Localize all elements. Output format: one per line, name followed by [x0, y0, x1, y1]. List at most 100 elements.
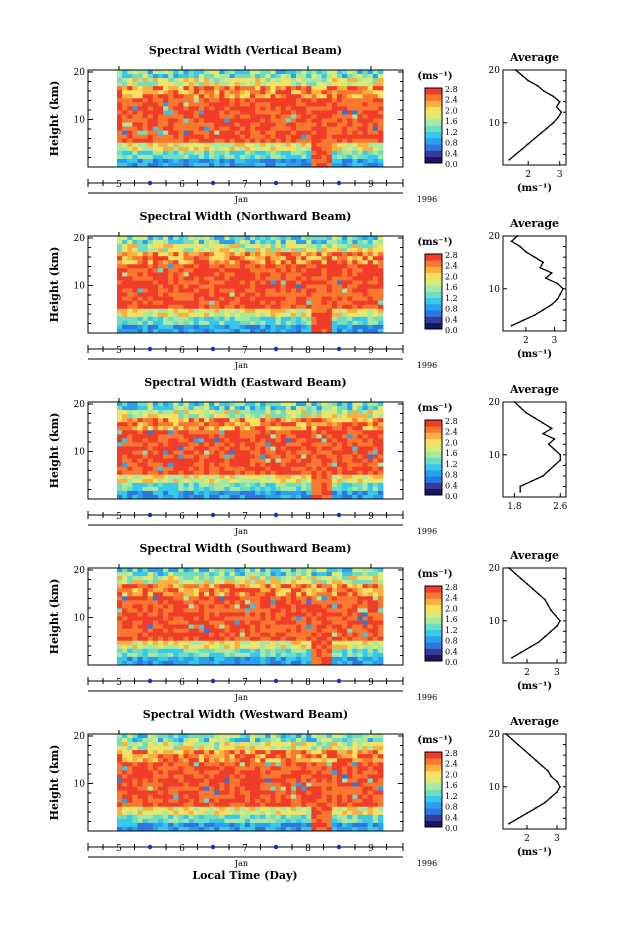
heatmap-cell — [117, 580, 123, 585]
heatmap-cell — [265, 102, 271, 107]
heatmap-cell — [326, 418, 333, 423]
heatmap-cell — [367, 446, 374, 451]
heatmap-cell — [193, 256, 200, 261]
heatmap-cell — [147, 462, 154, 468]
heatmap-cell — [275, 154, 282, 160]
heatmap-cell — [157, 572, 164, 577]
heatmap-cell — [357, 328, 363, 334]
heatmap-cell — [168, 458, 174, 464]
heatmap-cell — [255, 102, 261, 107]
heatmap-cell — [209, 268, 215, 273]
heatmap-cell — [137, 252, 143, 257]
heatmap-cell — [163, 474, 169, 480]
heatmap-cell — [229, 114, 236, 119]
heatmap-cell — [265, 450, 271, 455]
heatmap-cell — [290, 102, 297, 107]
heatmap-cell — [290, 272, 297, 277]
heatmap-cell — [255, 324, 261, 330]
heatmap-cell — [306, 142, 312, 148]
heatmap-cell — [214, 320, 220, 326]
heatmap-cell — [168, 438, 174, 443]
heatmap-cell — [290, 608, 297, 613]
heatmap-cell — [178, 446, 184, 451]
heatmap-cell — [357, 240, 363, 245]
colorbar-swatch — [425, 426, 442, 433]
heatmap-cell — [342, 422, 348, 427]
heatmap-cell — [132, 450, 138, 455]
heatmap-cell — [219, 244, 225, 249]
heatmap-cell — [168, 90, 174, 95]
heatmap-cell — [117, 596, 123, 601]
heatmap-cell — [168, 94, 174, 99]
heatmap-cell — [183, 454, 190, 459]
heatmap-cell — [234, 130, 241, 136]
heatmap-cell — [336, 414, 343, 419]
heatmap-cell — [214, 316, 220, 322]
heatmap-cell — [265, 276, 271, 281]
heatmap-cell — [117, 304, 123, 310]
heatmap-cell — [168, 628, 174, 634]
heatmap-cell — [326, 86, 333, 91]
profile-point — [519, 245, 522, 248]
heatmap-cell — [352, 466, 358, 472]
heatmap-cell — [280, 596, 287, 601]
heatmap-cell — [183, 288, 190, 293]
heatmap-cell — [137, 410, 143, 415]
panel-title: Spectral Width (Northward Beam) — [140, 210, 352, 223]
heatmap-cell — [321, 142, 328, 148]
heatmap-cell — [209, 90, 215, 95]
heatmap-cell — [372, 162, 379, 168]
heatmap-cell — [347, 458, 353, 464]
heatmap-cell — [183, 312, 190, 318]
heatmap-cell — [152, 268, 159, 273]
heatmap-cell — [147, 82, 154, 87]
heatmap-cell — [137, 280, 143, 285]
heatmap-cell — [203, 90, 210, 95]
heatmap-cell — [321, 300, 328, 306]
panel-title: Spectral Width (Eastward Beam) — [144, 376, 346, 389]
heatmap-cell — [285, 482, 292, 488]
heatmap-cell — [326, 608, 333, 613]
heatmap-cell — [219, 466, 225, 472]
heatmap-cell — [219, 454, 225, 459]
colorbar-tick-label: 2.0 — [445, 272, 458, 281]
heatmap-cell — [178, 138, 184, 144]
heatmap-cell — [270, 426, 276, 431]
heatmap-cell — [285, 442, 292, 447]
heatmap-cell — [255, 446, 261, 451]
heatmap-cell — [203, 608, 210, 613]
heatmap-cell — [122, 150, 128, 156]
heatmap-cell — [255, 154, 261, 160]
heatmap-cell — [357, 288, 363, 293]
heatmap-cell — [347, 608, 353, 613]
heatmap-cell — [367, 158, 374, 164]
heatmap-cell — [168, 466, 174, 472]
heatmap-cell — [198, 596, 205, 601]
heatmap-cell — [193, 418, 200, 423]
heatmap-cell — [178, 592, 184, 597]
heatmap-cell — [178, 308, 184, 314]
heatmap-cell — [147, 426, 154, 431]
heatmap-cell — [142, 130, 149, 136]
heatmap-cell — [275, 162, 282, 168]
heatmap-cell — [203, 122, 210, 127]
heatmap-cell — [347, 252, 353, 257]
heatmap-cell — [367, 94, 374, 99]
heatmap-cell — [306, 240, 312, 245]
heatmap-cell — [234, 304, 241, 310]
heatmap-cell — [188, 438, 195, 443]
heatmap-cell — [163, 284, 169, 289]
heatmap-cell — [163, 90, 169, 95]
heatmap-cell — [296, 276, 302, 281]
heatmap-cell — [147, 592, 154, 597]
heatmap-cell — [209, 604, 215, 609]
heatmap-cell — [157, 482, 164, 488]
heatmap-cell — [163, 268, 169, 273]
heatmap-cell — [301, 596, 307, 601]
heatmap-cell — [296, 70, 302, 75]
heatmap-cell — [152, 102, 159, 107]
heatmap-cell — [367, 450, 374, 455]
heatmap-cell — [203, 320, 210, 326]
heatmap-cell — [290, 146, 297, 152]
heatmap-cell — [255, 292, 261, 298]
